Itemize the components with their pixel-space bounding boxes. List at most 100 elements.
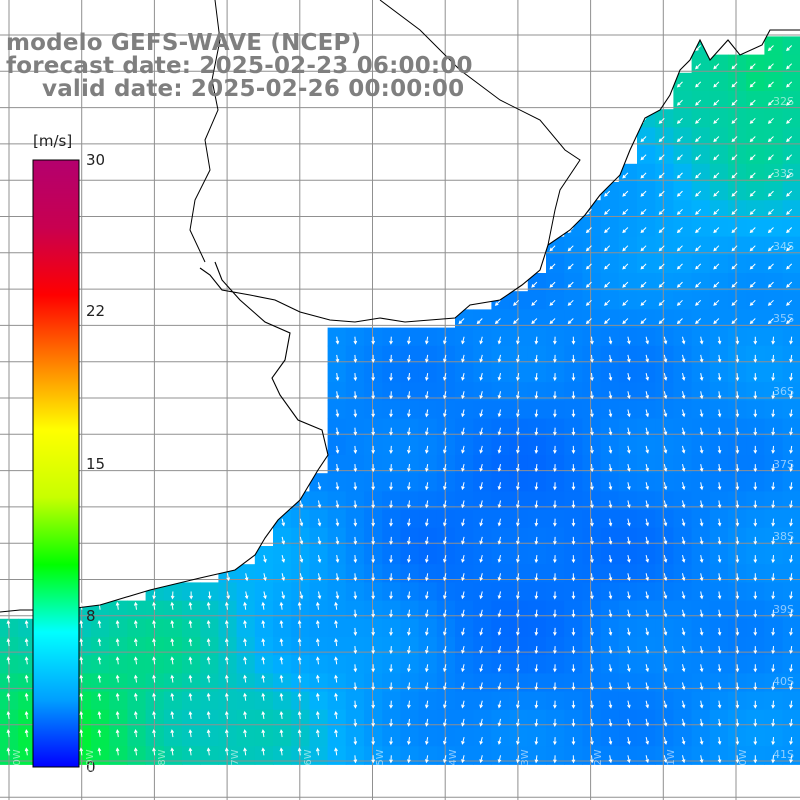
wind-arrow <box>695 281 702 288</box>
wind-arrow <box>717 464 722 473</box>
wind-arrow <box>608 445 613 454</box>
wind-speed-cell <box>91 691 110 711</box>
wind-arrow <box>713 99 720 106</box>
wind-arrow <box>479 463 483 472</box>
wind-arrow <box>753 755 758 764</box>
wind-arrow <box>735 682 740 691</box>
wind-speed-cell <box>200 691 219 711</box>
wind-arrow <box>695 63 702 70</box>
wind-arrow <box>663 627 668 636</box>
wind-arrow <box>604 208 611 215</box>
wind-arrow <box>371 591 376 600</box>
wind-arrow <box>353 354 358 363</box>
wind-arrow <box>553 682 557 691</box>
wind-arrow <box>735 354 740 363</box>
wind-speed-cell <box>127 728 147 747</box>
wind-arrow <box>753 737 758 746</box>
wind-arrow <box>553 336 557 345</box>
wind-speed-cell <box>200 728 219 747</box>
wind-arrow <box>771 646 776 655</box>
wind-arrow <box>516 700 520 709</box>
wind-speed-cell <box>182 655 201 674</box>
wind-arrow <box>663 609 668 618</box>
wind-arrow <box>443 700 447 709</box>
latitude-label: 35S <box>773 312 794 325</box>
wind-arrow <box>695 318 702 325</box>
wind-arrow <box>622 245 629 252</box>
wind-arrow <box>789 555 793 564</box>
wind-arrow <box>699 682 704 691</box>
wind-arrow <box>553 700 557 709</box>
wind-speed-cell <box>273 709 292 729</box>
wind-arrow <box>604 263 611 270</box>
wind-arrow <box>152 601 156 610</box>
wind-arrow <box>479 554 483 563</box>
wind-speed-cell <box>182 709 201 729</box>
wind-arrow <box>681 755 686 764</box>
wind-arrow <box>461 554 465 563</box>
wind-arrow <box>461 609 465 618</box>
wind-arrow <box>767 172 774 179</box>
wind-arrow <box>590 591 594 600</box>
wind-arrow <box>443 409 447 418</box>
wind-arrow <box>553 755 557 764</box>
wind-arrow <box>753 445 758 454</box>
wind-arrow <box>479 482 483 491</box>
wind-arrow <box>717 482 722 491</box>
wind-arrow <box>534 646 539 655</box>
wind-arrow <box>695 117 702 124</box>
wind-speed-cell <box>327 600 347 620</box>
wind-speed-cell <box>145 655 165 674</box>
wind-arrow <box>133 601 138 610</box>
wind-arrow <box>735 700 740 709</box>
wind-arrow <box>590 336 594 345</box>
wind-arrow <box>645 645 649 654</box>
wind-speed-cell <box>218 673 238 693</box>
wind-arrow <box>735 737 740 746</box>
wind-speed-cell <box>291 709 310 729</box>
wind-arrow <box>571 518 576 527</box>
wind-arrow <box>389 682 393 691</box>
wind-arrow <box>731 318 738 325</box>
wind-arrow <box>786 63 793 70</box>
wind-arrow <box>663 700 668 709</box>
wind-arrow <box>317 555 322 564</box>
wind-speed-cell <box>291 728 310 747</box>
wind-arrow <box>353 700 358 709</box>
wind-arrow <box>789 718 793 727</box>
wind-arrow <box>497 482 502 491</box>
wind-arrow <box>389 500 393 509</box>
wind-arrow <box>516 755 520 764</box>
wind-arrow <box>479 609 483 618</box>
wind-arrow <box>590 500 594 509</box>
wind-arrow <box>645 609 649 618</box>
wind-arrow <box>767 263 774 270</box>
wind-arrow <box>479 500 483 509</box>
wind-arrow <box>645 536 649 545</box>
wind-speed-cell <box>18 746 37 765</box>
wind-arrow <box>676 208 683 215</box>
wind-arrow <box>717 737 722 746</box>
wind-arrow <box>608 464 613 473</box>
wind-arrow <box>516 354 520 363</box>
wind-arrow <box>663 554 668 563</box>
wind-arrow <box>407 555 411 564</box>
wind-speed-cell <box>236 746 256 765</box>
wind-arrow <box>226 573 231 582</box>
latitude-label: 36S <box>773 385 794 398</box>
wind-speed-cell <box>18 691 37 711</box>
wind-arrow <box>479 700 483 709</box>
wind-arrow <box>335 555 340 564</box>
wind-arrow <box>371 646 376 655</box>
wind-arrow <box>789 518 793 527</box>
wind-arrow <box>553 373 557 382</box>
wind-arrow <box>789 464 793 473</box>
wind-speed-cell <box>655 109 674 128</box>
wind-arrow <box>699 427 704 436</box>
wind-arrow <box>479 518 483 527</box>
wind-speed-cell <box>236 655 256 674</box>
wind-arrow <box>663 463 668 472</box>
wind-arrow <box>731 245 738 252</box>
wind-arrow <box>407 373 411 382</box>
wind-arrow <box>590 391 594 400</box>
